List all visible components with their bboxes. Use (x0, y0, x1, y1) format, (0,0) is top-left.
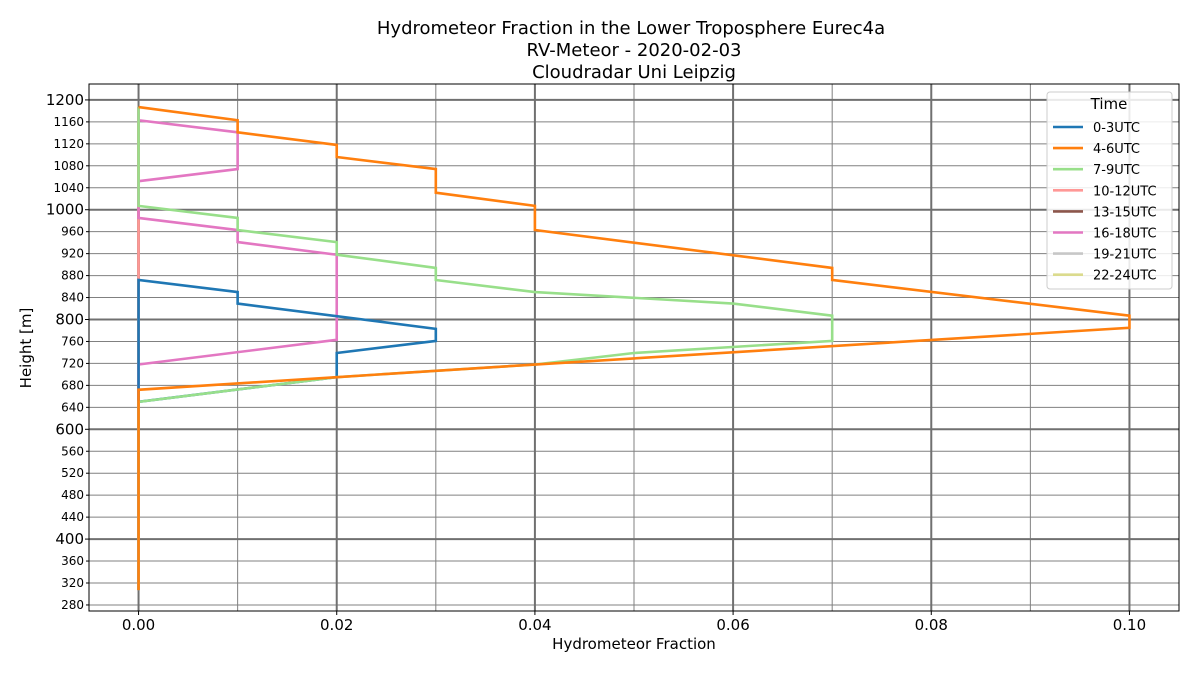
series-line-7-9UTC (137, 107, 834, 591)
y-major-tick-label: 1000 (46, 201, 84, 219)
legend-title: Time (1090, 95, 1128, 113)
y-major-tick-label: 800 (55, 311, 84, 329)
y-minor-tick-label: 960 (61, 225, 84, 239)
y-minor-tick-label: 880 (61, 269, 84, 283)
x-axis-label: Hydrometeor Fraction (552, 635, 716, 653)
legend: Time 0-3UTC 4-6UTC 7-9UTC 10-12UTC 13-15UTC 1… (1046, 91, 1173, 290)
y-minor-tick-label: 320 (61, 576, 84, 590)
x-tick-label: 0.00 (122, 616, 155, 634)
y-minor-tick-label: 1080 (53, 159, 84, 173)
y-axis-label: Height [m] (17, 308, 35, 389)
y-minor-tick-label: 520 (61, 466, 84, 480)
legend-entry-label: 7-9UTC (1093, 163, 1140, 178)
y-minor-tick-label: 440 (61, 510, 84, 524)
y-minor-tick-label: 1160 (53, 115, 84, 129)
y-minor-tick-label: 480 (61, 488, 84, 502)
y-minor-tick-label: 1120 (53, 137, 84, 151)
y-major-tick-label: 600 (55, 420, 84, 438)
y-minor-tick-label: 760 (61, 334, 84, 348)
x-tick-label: 0.06 (716, 616, 749, 634)
y-minor-tick-label: 720 (61, 356, 84, 370)
x-tick-label: 0.04 (518, 616, 551, 634)
x-tick-label: 0.02 (320, 616, 353, 634)
chart-title-line-3: Cloudradar Uni Leipzig (532, 62, 736, 83)
legend-entry-label: 10-12UTC (1093, 184, 1157, 199)
y-major-tick-label: 1200 (46, 91, 84, 109)
series-line-4-6UTC (137, 105, 1131, 591)
y-minor-tick-label: 1040 (53, 181, 84, 195)
legend-entry-label: 13-15UTC (1093, 205, 1157, 220)
legend-entry-label: 4-6UTC (1093, 142, 1140, 157)
legend-entry-label: 0-3UTC (1093, 121, 1140, 136)
y-minor-tick-label: 920 (61, 247, 84, 261)
chart-title-line-1: Hydrometeor Fraction in the Lower Tropos… (377, 18, 885, 39)
y-minor-tick-label: 680 (61, 378, 84, 392)
y-minor-tick-label: 640 (61, 400, 84, 414)
x-tick-label: 0.08 (915, 616, 948, 634)
y-minor-tick-label: 840 (61, 291, 84, 305)
legend-box (1046, 91, 1173, 290)
chart-title-line-2: RV-Meteor - 2020-02-03 (527, 40, 742, 61)
legend-entry-label: 19-21UTC (1093, 248, 1157, 263)
y-minor-tick-label: 280 (61, 598, 84, 612)
legend-entry-label: 16-18UTC (1093, 227, 1157, 242)
y-minor-tick-label: 360 (61, 554, 84, 568)
x-tick-label: 0.10 (1113, 616, 1146, 634)
y-major-tick-label: 400 (55, 530, 84, 548)
y-minor-tick-label: 560 (61, 444, 84, 458)
legend-entry-label: 22-24UTC (1093, 269, 1157, 284)
plot-frame (88, 83, 1180, 612)
series-line-0-3UTC (137, 278, 438, 591)
series-line-16-18UTC (137, 107, 339, 591)
